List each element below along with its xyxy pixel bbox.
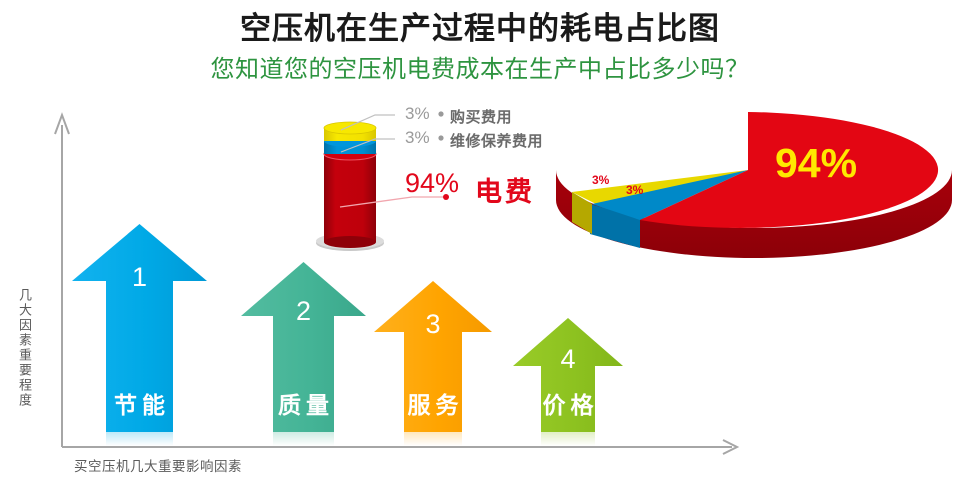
arrow-shape-2 <box>241 262 366 432</box>
x-axis-label: 买空压机几大重要影响因素 <box>74 459 242 474</box>
callout-percent-purchase: 3% <box>405 104 430 123</box>
arrow-bar-4[interactable]: 4 价格 <box>513 318 623 432</box>
arrow-rank-4: 4 <box>560 344 576 374</box>
arrow-rank-2: 2 <box>295 296 312 326</box>
page-title: 空压机在生产过程中的耗电占比图 <box>240 11 720 46</box>
callout-label-purchase: 购买费用 <box>450 109 513 126</box>
pie-chart-3d[interactable] <box>548 108 960 263</box>
pie-side-electricity <box>556 170 952 258</box>
arrow-reflection-4 <box>541 432 595 451</box>
arrow-label-1: 节能 <box>114 392 170 418</box>
y-axis-label: 几大因素重要程度 <box>17 288 32 408</box>
cylinder-chart[interactable] <box>300 118 400 258</box>
arrow-shape-3 <box>374 281 492 432</box>
arrow-label-4: 价格 <box>542 392 599 418</box>
arrow-reflection-2 <box>273 432 334 451</box>
arrow-shape-1 <box>72 224 207 432</box>
callout-percent-maintenance: 3% <box>405 128 430 147</box>
pie-value-maintenance: 3% <box>626 183 644 197</box>
arrow-bar-2[interactable]: 2 质量 <box>241 262 366 432</box>
callout-label-maintenance: 维修保养费用 <box>450 133 544 150</box>
pie-slice-maintenance <box>592 170 748 220</box>
callout-label-electricity: 电费 <box>475 177 535 207</box>
arrow-label-3: 服务 <box>407 392 464 418</box>
arrow-rank-3: 3 <box>425 309 441 339</box>
pie-side-purchase <box>572 192 592 234</box>
cylinder-segment-electricity <box>324 154 376 242</box>
page-subtitle: 您知道您的空压机电费成本在生产中占比多少吗？ <box>210 56 750 83</box>
callout-percent-electricity: 94% <box>405 168 460 198</box>
arrow-bar-1[interactable]: 1 节能 <box>72 224 207 432</box>
pie-value-electricity: 94% <box>775 140 858 186</box>
arrow-shape-4 <box>513 318 623 432</box>
arrow-bar-3[interactable]: 3 服务 <box>374 281 492 432</box>
arrow-rank-1: 1 <box>131 262 148 292</box>
arrow-label-2: 质量 <box>278 392 334 418</box>
arrow-reflection-1 <box>106 432 173 451</box>
pie-slice-electricity <box>640 112 939 228</box>
pie-value-purchase: 3% <box>592 173 610 187</box>
pie-slice-purchase <box>572 170 748 206</box>
arrow-reflection-3 <box>404 432 462 451</box>
